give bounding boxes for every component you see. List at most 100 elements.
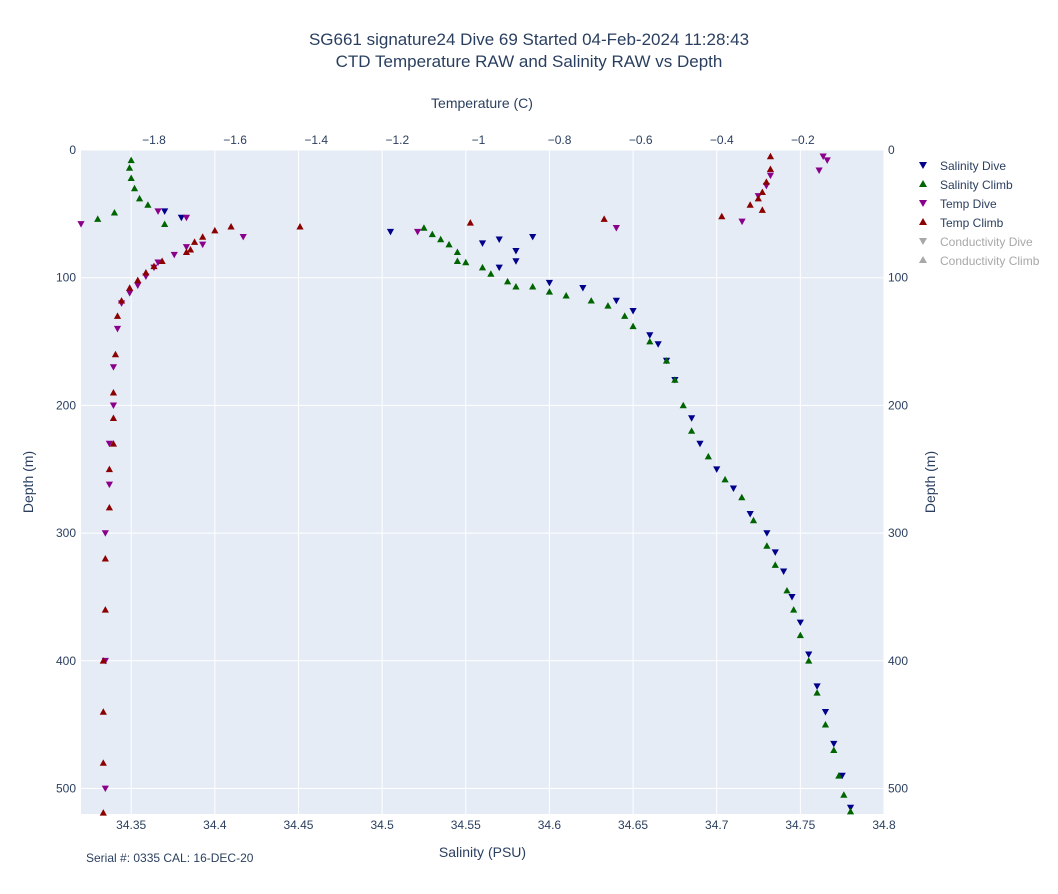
salinity-dive-point <box>688 415 696 422</box>
salinity-dive-point <box>612 297 620 305</box>
temp-dive-point <box>101 785 109 793</box>
legend-item-temp-dive[interactable]: Temp Dive <box>912 194 1039 213</box>
temp-climb-point <box>113 312 122 319</box>
temp-climb-point <box>99 708 107 715</box>
salinity-dive-point <box>478 240 487 247</box>
triangle-up-icon <box>912 178 934 192</box>
temperature-tick-label: −1 <box>472 133 486 147</box>
temp-dive-point <box>105 481 113 489</box>
salinity-dive-point <box>495 236 503 243</box>
salinity-climb-point <box>420 224 428 231</box>
temp-climb-point <box>199 233 207 240</box>
depth-tick-label-left: 500 <box>56 781 76 795</box>
depth-tick-label-right: 200 <box>888 398 908 412</box>
salinity-climb-point <box>813 689 821 696</box>
legend-label: Conductivity Dive <box>940 234 1033 249</box>
depth-tick-label-right: 400 <box>888 654 908 668</box>
depth-tick-label-left: 0 <box>69 143 76 157</box>
temperature-tick-label: −1.2 <box>385 133 409 147</box>
salinity-climb-point <box>796 631 804 639</box>
depth-tick-label-right: 300 <box>888 526 908 540</box>
chart-title-line2: CTD Temperature RAW and Salinity RAW vs … <box>335 52 723 71</box>
salinity-dive-point <box>729 485 738 492</box>
salinity-tick-label: 34.55 <box>451 818 481 832</box>
salinity-climb-point <box>512 283 520 290</box>
salinity-climb-point <box>161 220 169 227</box>
temp-climb-point <box>296 223 304 230</box>
temp-climb-point <box>758 206 766 213</box>
temp-dive-point <box>113 325 122 333</box>
temp-climb-point <box>101 555 109 562</box>
salinity-climb-point <box>790 606 798 613</box>
temp-climb-point <box>186 246 195 253</box>
temp-dive-point <box>154 208 162 215</box>
salinity-climb-point <box>478 263 487 271</box>
temp-climb-point <box>105 503 113 511</box>
legend-item-conductivity-climb[interactable]: Conductivity Climb <box>912 251 1039 270</box>
temp-dive-point <box>823 157 831 164</box>
legend[interactable]: Salinity Dive Salinity Climb Temp Dive Temp… <box>912 156 1039 270</box>
temperature-tick-label: −1.6 <box>223 133 247 147</box>
salinity-dive-point <box>177 214 185 222</box>
temp-dive-point <box>109 364 118 371</box>
salinity-climb-point <box>621 312 629 319</box>
legend-item-temp-climb[interactable]: Temp Climb <box>912 213 1039 232</box>
salinity-climb-point <box>487 270 495 277</box>
temp-climb-point <box>99 809 107 816</box>
salinity-dive-point <box>629 308 637 315</box>
legend-item-conductivity-dive[interactable]: Conductivity Dive <box>912 232 1039 251</box>
temp-dive-point <box>182 214 191 222</box>
triangle-down-icon <box>912 235 934 249</box>
salinity-tick-label: 34.45 <box>283 818 313 832</box>
salinity-dive-point <box>495 264 503 272</box>
salinity-dive-point <box>746 511 754 518</box>
temp-climb-point <box>134 276 142 284</box>
salinity-climb-point <box>110 208 119 216</box>
salinity-dive-point <box>579 285 587 292</box>
salinity-axis-title: Salinity (PSU) <box>439 844 526 860</box>
depth-tick-label-left: 400 <box>56 654 76 668</box>
salinity-climb-point <box>721 475 729 483</box>
salinity-climb-point <box>835 772 843 779</box>
triangle-down-icon <box>912 159 934 173</box>
salinity-dive-point <box>696 440 704 448</box>
salinity-dive-point <box>788 594 796 601</box>
temperature-tick-label: −0.6 <box>629 133 653 147</box>
salinity-tick-label: 34.6 <box>538 818 562 832</box>
salinity-climb-point <box>428 230 436 238</box>
salinity-dive-point <box>830 740 838 748</box>
temp-dive-point <box>815 167 823 175</box>
salinity-climb-point <box>704 452 712 460</box>
salinity-climb-point <box>771 561 779 568</box>
chart-title-line1: SG661 signature24 Dive 69 Started 04-Feb… <box>308 30 750 49</box>
temp-dive-point <box>126 290 134 297</box>
serial-cal-footer: Serial #: 0335 CAL: 16-DEC-20 <box>86 851 254 865</box>
salinity-dive-point <box>838 772 846 780</box>
salinity-climb-point <box>94 215 102 222</box>
salinity-climb-point <box>830 746 838 754</box>
temp-climb-point <box>99 657 107 664</box>
temp-dive-point <box>101 530 109 537</box>
salinity-climb-point <box>749 516 758 524</box>
salinity-climb-point <box>529 283 537 290</box>
legend-item-salinity-climb[interactable]: Salinity Climb <box>912 175 1039 194</box>
temp-dive-point <box>77 221 85 228</box>
salinity-tick-label: 34.75 <box>785 818 815 832</box>
salinity-climb-point <box>688 427 696 434</box>
salinity-dive-point <box>386 228 395 236</box>
temp-climb-point <box>227 223 235 230</box>
salinity-climb-point <box>130 184 139 192</box>
depth-tick-label-left: 200 <box>56 398 76 412</box>
legend-item-salinity-dive[interactable]: Salinity Dive <box>912 156 1039 175</box>
salinity-tick-label: 34.5 <box>370 818 394 832</box>
salinity-dive-point <box>796 619 804 627</box>
salinity-climb-point <box>840 791 848 798</box>
salinity-dive-point <box>512 247 520 255</box>
salinity-climb-point <box>135 194 144 202</box>
salinity-climb-point <box>127 174 135 181</box>
temp-climb-point <box>182 248 191 256</box>
temp-climb-point <box>600 215 608 222</box>
legend-label: Salinity Dive <box>940 158 1007 173</box>
salinity-climb-point <box>453 257 462 264</box>
